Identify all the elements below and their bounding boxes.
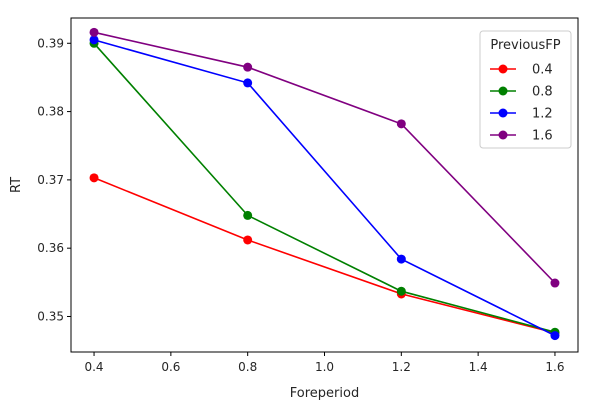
legend-item: 0.8 bbox=[490, 85, 553, 100]
data-point bbox=[243, 78, 253, 88]
y-axis-label: RT bbox=[9, 177, 24, 193]
legend-swatch-marker bbox=[498, 64, 508, 74]
legend-box bbox=[479, 30, 572, 149]
x-tick-label: 1.6 bbox=[545, 360, 564, 374]
x-axis: 0.4 0.6 0.8 1.0 1.2 1.4 1.6 bbox=[84, 352, 565, 374]
legend-swatch-marker bbox=[498, 86, 508, 96]
y-tick-label: 0.35 bbox=[37, 309, 64, 323]
x-tick-label: 1.0 bbox=[315, 360, 334, 374]
y-tick-label: 0.37 bbox=[37, 173, 64, 187]
data-point bbox=[550, 278, 560, 288]
legend-item: 0.4 bbox=[490, 63, 553, 78]
series-layer bbox=[89, 27, 560, 341]
data-point bbox=[89, 35, 99, 45]
legend-swatch-marker bbox=[498, 108, 508, 118]
x-tick-label: 0.4 bbox=[84, 360, 103, 374]
y-tick-label: 0.36 bbox=[37, 241, 64, 255]
series-1.2 bbox=[89, 35, 560, 341]
data-point bbox=[396, 286, 406, 296]
data-point bbox=[243, 62, 253, 72]
data-point bbox=[89, 173, 99, 183]
series-line bbox=[93, 31, 556, 284]
legend-label: 0.4 bbox=[532, 63, 553, 78]
series-1.6 bbox=[89, 27, 560, 288]
legend: PreviousFP 0.4 0.8 1.2 1.6 bbox=[479, 30, 572, 149]
x-tick-label: 0.8 bbox=[238, 360, 257, 374]
series-line bbox=[93, 42, 556, 333]
x-tick-label: 1.4 bbox=[469, 360, 488, 374]
data-point bbox=[550, 331, 560, 341]
series-0.4 bbox=[89, 173, 560, 338]
x-tick-label: 0.6 bbox=[161, 360, 180, 374]
series-line bbox=[93, 177, 556, 334]
legend-label: 1.6 bbox=[532, 129, 553, 144]
legend-item: 1.2 bbox=[490, 107, 553, 122]
y-tick-label: 0.38 bbox=[37, 105, 64, 119]
data-point bbox=[396, 254, 406, 264]
legend-title: PreviousFP bbox=[490, 38, 560, 53]
data-point bbox=[396, 119, 406, 129]
data-point bbox=[243, 235, 253, 245]
y-axis: 0.35 0.36 0.37 0.38 0.39 bbox=[37, 36, 71, 323]
legend-item: 1.6 bbox=[490, 129, 553, 144]
series-line bbox=[93, 39, 556, 337]
y-tick-label: 0.39 bbox=[37, 36, 64, 50]
x-axis-label: Foreperiod bbox=[290, 386, 359, 401]
legend-label: 1.2 bbox=[532, 107, 553, 122]
x-tick-label: 1.2 bbox=[392, 360, 411, 374]
data-point bbox=[243, 210, 253, 220]
legend-swatch-marker bbox=[498, 130, 508, 140]
legend-label: 0.8 bbox=[532, 85, 553, 100]
data-point bbox=[89, 27, 99, 37]
